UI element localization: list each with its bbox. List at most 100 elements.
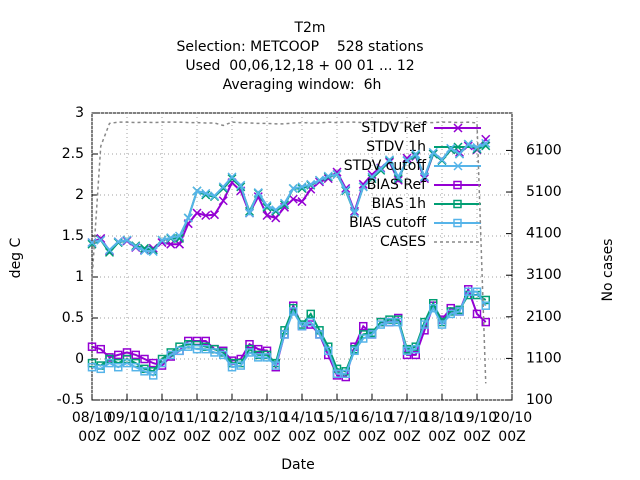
- marker: [314, 175, 325, 185]
- marker: [297, 321, 307, 331]
- marker: [280, 330, 289, 339]
- legend-label: BIAS Ref: [367, 177, 427, 193]
- marker: [332, 169, 342, 180]
- marker: [192, 208, 202, 218]
- marker: [87, 342, 97, 351]
- y-tick-label: 2.5: [62, 146, 84, 162]
- x-tick-label: 00Z: [323, 429, 350, 445]
- marker: [245, 348, 254, 357]
- marker: [288, 183, 298, 193]
- marker: [131, 242, 141, 252]
- marker: [411, 350, 420, 360]
- marker: [463, 139, 473, 149]
- marker: [210, 348, 219, 357]
- marker: [271, 213, 281, 223]
- marker: [402, 153, 412, 163]
- marker: [157, 358, 167, 368]
- marker: [96, 344, 105, 354]
- y2-tick-label: 100: [526, 392, 553, 408]
- marker: [166, 233, 176, 243]
- marker: [271, 205, 281, 215]
- marker: [219, 350, 228, 360]
- marker: [87, 238, 97, 248]
- marker: [218, 183, 228, 193]
- marker: [192, 344, 202, 354]
- marker: [262, 353, 272, 362]
- marker: [183, 213, 193, 223]
- y2-axis-label: No cases: [600, 239, 616, 302]
- legend-marker: [453, 161, 463, 171]
- title-line: Selection: METCOOP 528 stations: [176, 39, 423, 55]
- marker: [341, 369, 350, 379]
- legend-label: STDV cutoff: [344, 158, 427, 174]
- x-tick-label: 00Z: [218, 429, 245, 445]
- marker: [254, 344, 263, 354]
- y2-tick-label: 1100: [526, 350, 562, 366]
- marker: [455, 307, 464, 316]
- marker: [358, 182, 368, 192]
- y2-tick-label: 4100: [526, 226, 562, 242]
- marker: [184, 342, 193, 351]
- marker: [420, 320, 429, 329]
- marker: [481, 138, 491, 148]
- marker: [174, 231, 185, 241]
- title-line: Averaging window: 6h: [223, 77, 382, 93]
- y2-tick-label: 5100: [526, 184, 562, 200]
- x-tick-label: 16/10: [352, 410, 392, 426]
- marker: [411, 344, 420, 354]
- marker: [402, 346, 412, 356]
- marker: [236, 361, 245, 370]
- x-tick-label: 00Z: [393, 429, 420, 445]
- marker: [96, 364, 105, 374]
- marker: [244, 208, 255, 218]
- marker: [376, 165, 386, 175]
- x-tick-label: 00Z: [253, 429, 280, 445]
- marker: [446, 309, 455, 319]
- marker: [297, 182, 307, 192]
- marker: [437, 155, 447, 165]
- marker: [376, 320, 385, 329]
- x-tick-label: 11/10: [177, 410, 217, 426]
- marker: [324, 346, 333, 356]
- marker: [464, 287, 473, 297]
- x-tick-label: 00Z: [498, 429, 525, 445]
- marker: [139, 246, 150, 256]
- marker: [297, 197, 307, 207]
- marker: [114, 350, 123, 360]
- marker: [114, 362, 123, 372]
- marker: [253, 188, 263, 198]
- marker: [175, 346, 184, 356]
- marker: [446, 143, 456, 153]
- marker: [323, 171, 333, 181]
- marker: [262, 202, 272, 212]
- marker: [131, 362, 140, 372]
- marker: [149, 371, 158, 380]
- x-tick-label: 13/10: [247, 410, 287, 426]
- y-axis-label: deg C: [8, 237, 24, 278]
- legend-marker: [453, 123, 463, 133]
- marker: [104, 245, 115, 255]
- y-tick-label: 1.5: [62, 228, 84, 244]
- marker: [105, 358, 114, 368]
- legend-marker: [453, 199, 462, 209]
- marker: [236, 180, 246, 190]
- marker: [140, 354, 149, 364]
- marker: [279, 200, 290, 210]
- x-tick-label: 17/10: [387, 410, 427, 426]
- marker: [288, 194, 298, 204]
- marker: [349, 208, 360, 218]
- x-tick-label: 00Z: [113, 429, 140, 445]
- marker: [140, 367, 149, 376]
- y2-tick-label: 6100: [526, 142, 562, 158]
- marker: [419, 172, 430, 182]
- marker: [481, 317, 490, 327]
- marker: [402, 156, 412, 166]
- marker: [218, 182, 228, 192]
- marker: [262, 210, 272, 221]
- series-line: [91, 121, 487, 384]
- marker: [376, 164, 386, 174]
- marker: [359, 321, 368, 331]
- title-line: T2m: [293, 20, 325, 36]
- marker: [104, 247, 115, 257]
